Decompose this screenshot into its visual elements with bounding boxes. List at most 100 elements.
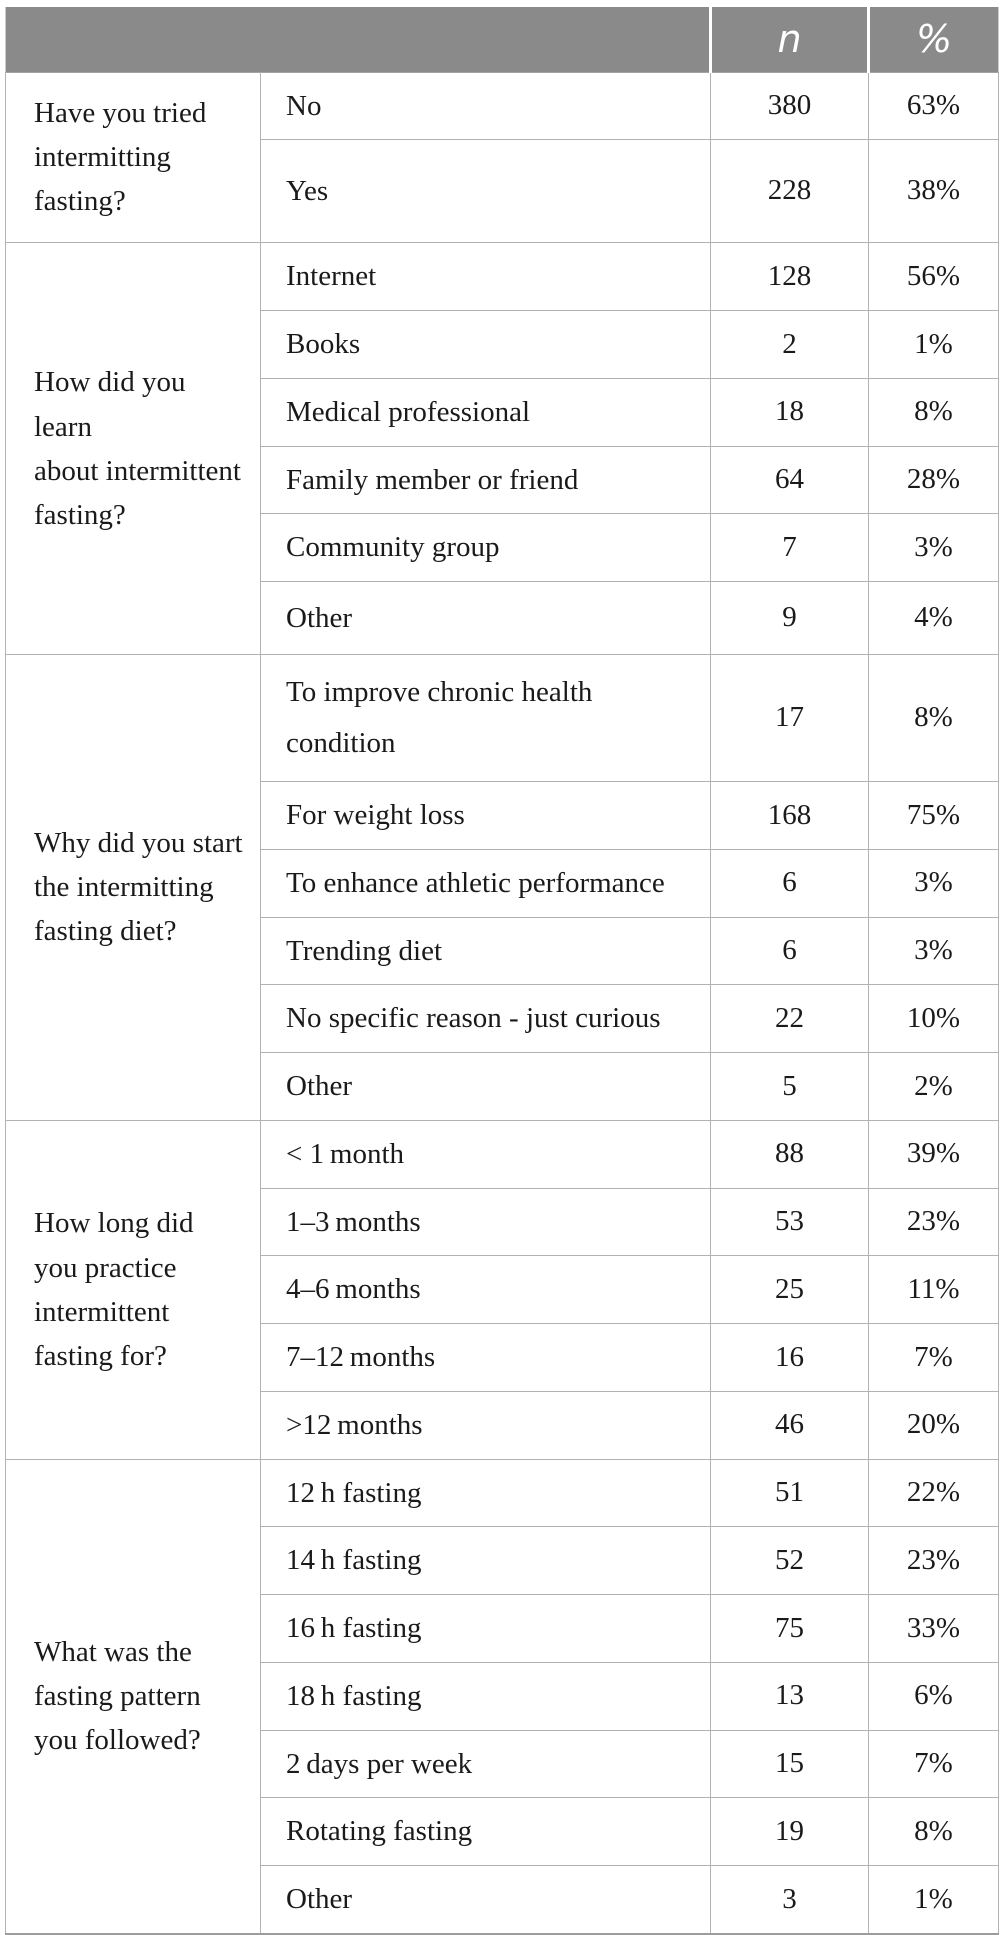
table-row: Medical professional 18 8% <box>6 377 999 447</box>
answer-cell: Internet <box>260 242 711 311</box>
paper-table-figure: n % Have you tried intermitting fasting?… <box>0 7 1005 1935</box>
percent-cell: 3% <box>868 916 999 986</box>
table-row: How did you learn about intermittent fas… <box>5 242 999 655</box>
answer-cell: Family member or friend <box>260 445 711 515</box>
column-header-pct: % <box>867 7 999 72</box>
table-row: What was the fasting pattern you followe… <box>5 1458 999 1935</box>
count-cell: 3 <box>710 1864 869 1935</box>
count-cell: 5 <box>710 1052 869 1121</box>
answer-cell: For weight loss <box>260 781 711 850</box>
count-cell: 128 <box>710 242 869 311</box>
percent-cell: 10% <box>868 984 999 1053</box>
percent-cell: 33% <box>868 1594 999 1663</box>
percent-cell: 38% <box>868 139 999 244</box>
count-cell: 16 <box>710 1323 869 1392</box>
count-cell: 228 <box>710 139 869 244</box>
answer-cell: To enhance athletic performance <box>260 848 711 918</box>
count-cell: 15 <box>710 1729 869 1799</box>
count-cell: 25 <box>710 1255 869 1324</box>
percent-cell: 22% <box>868 1458 999 1528</box>
count-cell: 6 <box>710 848 869 918</box>
answer-cell: 2 days per week <box>260 1729 711 1799</box>
percent-cell: 23% <box>868 1187 999 1257</box>
answer-cell: 1–3 months <box>260 1187 711 1257</box>
count-cell: 18 <box>710 377 869 447</box>
table-row: For weight loss 168 75% <box>6 781 999 850</box>
answer-cell: 7–12 months <box>260 1323 711 1392</box>
percent-cell: 20% <box>868 1390 999 1460</box>
table-row: Why did you start the intermitting fasti… <box>5 654 999 1121</box>
count-cell: 46 <box>710 1390 869 1460</box>
percent-cell: 7% <box>868 1729 999 1799</box>
percent-cell: 75% <box>868 781 999 850</box>
count-cell: 22 <box>710 984 869 1053</box>
answer-cell: 16 h fasting <box>260 1594 711 1663</box>
percent-cell: 28% <box>868 445 999 515</box>
percent-cell: 39% <box>868 1119 999 1189</box>
count-cell: 13 <box>710 1661 869 1731</box>
answer-cell: To improve chronic health condition <box>260 654 711 782</box>
table-row: 4–6 months 25 11% <box>6 1255 999 1324</box>
count-cell: 2 <box>710 310 869 379</box>
table-row: 14 h fasting 52 23% <box>6 1526 999 1595</box>
table-row: Trending diet 6 3% <box>6 916 999 986</box>
table-row: 16 h fasting 75 33% <box>6 1594 999 1663</box>
table-row: To enhance athletic performance 6 3% <box>6 848 999 918</box>
answer-cell: Yes <box>260 139 711 244</box>
answer-cell: Other <box>260 1052 711 1121</box>
answer-cell: No specific reason - just curious <box>260 984 711 1053</box>
count-cell: 88 <box>710 1119 869 1189</box>
percent-cell: 23% <box>868 1526 999 1595</box>
header-row: n % <box>5 7 999 72</box>
table-row: Family member or friend 64 28% <box>6 445 999 515</box>
answer-cell: Trending diet <box>260 916 711 986</box>
table-row: Other 9 4% <box>6 581 999 655</box>
percent-cell: 8% <box>868 377 999 447</box>
percent-cell: 8% <box>868 1797 999 1866</box>
count-cell: 64 <box>710 445 869 515</box>
table-row: Books 2 1% <box>6 310 999 379</box>
count-cell: 51 <box>710 1458 869 1528</box>
question-cell: Why did you start the intermitting fasti… <box>5 654 261 1121</box>
table-row: Yes 228 38% <box>6 139 999 244</box>
table-row: Have you tried intermitting fasting? No … <box>5 71 999 244</box>
table-row: How long did you practice intermittent f… <box>5 1119 999 1460</box>
count-cell: 19 <box>710 1797 869 1866</box>
column-header-n: n <box>709 7 869 72</box>
count-cell: 7 <box>710 513 869 582</box>
count-cell: 168 <box>710 781 869 850</box>
answer-cell: 14 h fasting <box>260 1526 711 1595</box>
table-row: >12 months 46 20% <box>6 1390 999 1460</box>
count-cell: 6 <box>710 916 869 986</box>
question-cell: Have you tried intermitting fasting? <box>5 71 261 244</box>
answer-cell: Medical professional <box>260 377 711 447</box>
table-row: No specific reason - just curious 22 10% <box>6 984 999 1053</box>
answer-cell: Other <box>260 581 711 655</box>
answer-cell: < 1 month <box>260 1119 711 1189</box>
percent-cell: 6% <box>868 1661 999 1731</box>
count-cell: 9 <box>710 581 869 655</box>
survey-results-table: n % Have you tried intermitting fasting?… <box>5 7 999 1935</box>
percent-cell: 63% <box>868 71 999 141</box>
percent-cell: 8% <box>868 654 999 782</box>
answer-cell: 18 h fasting <box>260 1661 711 1731</box>
count-cell: 75 <box>710 1594 869 1663</box>
count-cell: 52 <box>710 1526 869 1595</box>
answer-cell: 4–6 months <box>260 1255 711 1324</box>
question-cell: What was the fasting pattern you followe… <box>5 1458 261 1935</box>
answer-cell: Other <box>260 1864 711 1935</box>
percent-cell: 3% <box>868 513 999 582</box>
percent-cell: 11% <box>868 1255 999 1324</box>
count-cell: 17 <box>710 654 869 782</box>
header-spacer-cell <box>5 7 711 72</box>
count-cell: 53 <box>710 1187 869 1257</box>
percent-cell: 7% <box>868 1323 999 1392</box>
count-cell: 380 <box>710 71 869 141</box>
answer-cell: No <box>260 71 711 141</box>
table-row: 1–3 months 53 23% <box>6 1187 999 1257</box>
percent-cell: 4% <box>868 581 999 655</box>
question-cell: How did you learn about intermittent fas… <box>5 242 261 655</box>
percent-cell: 56% <box>868 242 999 311</box>
table-row: 18 h fasting 13 6% <box>6 1661 999 1731</box>
answer-cell: Rotating fasting <box>260 1797 711 1866</box>
